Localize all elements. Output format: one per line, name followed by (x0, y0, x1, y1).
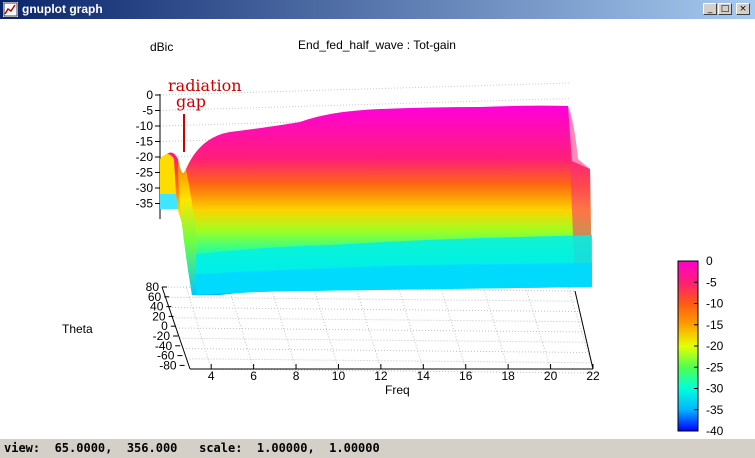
floor-grid-line (175, 327, 584, 333)
maximize-button[interactable]: □ (718, 3, 732, 15)
annotation-radiation: radiation (168, 76, 242, 95)
scale-values: 1.00000, 1.00000 (256, 441, 380, 455)
freq-tick-label: 6 (250, 369, 257, 383)
z-tick-label: -20 (136, 150, 154, 164)
theta-axis-label: Theta (62, 322, 93, 336)
scale-label: scale: (199, 441, 243, 455)
z-tick-label: 0 (146, 88, 153, 102)
colorbar-tick-label: -25 (706, 360, 724, 374)
view-label: view: (4, 441, 41, 455)
colorbar-tick-label: -5 (706, 275, 717, 289)
freq-tick-label: 12 (374, 369, 388, 383)
freq-tick-label: 8 (293, 369, 300, 383)
z-axis-label: dBic (150, 40, 173, 54)
theta-tick-label: 20 (152, 309, 166, 323)
z-tick-label: -10 (136, 119, 154, 133)
status-text: view: 65.0000, 356.000 scale: 1.00000, 1… (4, 441, 380, 455)
surface-left-lower (160, 194, 178, 209)
freq-tick-label: 10 (332, 369, 346, 383)
floor-grid-line (186, 358, 591, 364)
freq-tick-label: 14 (417, 369, 431, 383)
theta-tick-label: -60 (157, 349, 175, 363)
floor-grid-line (567, 286, 594, 370)
z-tick-label: -30 (136, 181, 154, 195)
z-tick-label: -5 (142, 104, 153, 118)
freq-tick-label: 22 (586, 369, 600, 383)
colorbar-ticks: 0 -5 -10 -15 -20 -25 -30 -35 -40 (694, 254, 724, 438)
z-tick-label: -25 (136, 166, 154, 180)
floor-grid-line (228, 286, 255, 370)
freq-axis-label: Freq (385, 383, 410, 397)
z-tick-label: -35 (136, 197, 154, 211)
floor-grid-line (165, 296, 578, 302)
floor-grid (161, 286, 594, 374)
theta-tick-label: 40 (150, 300, 164, 314)
floor-grid-line (270, 286, 297, 370)
surface-left-edge (160, 154, 176, 207)
z-tick-label: -15 (136, 135, 154, 149)
theta-tick-label: 60 (148, 290, 162, 304)
freq-tick-label: 20 (544, 369, 558, 383)
floor-grid-line (185, 286, 212, 370)
floor-grid-line (172, 317, 582, 323)
floor-frame (161, 286, 594, 370)
floor-grid-line (189, 368, 593, 374)
surface-gap-face (178, 159, 197, 295)
colorbar-tick-label: -20 (706, 339, 724, 353)
status-bar: view: 65.0000, 356.000 scale: 1.00000, 1… (0, 439, 755, 458)
floor-grid-line (397, 286, 424, 370)
freq-tick-label: 18 (501, 369, 515, 383)
floor-grid-line (440, 286, 467, 370)
theta-tick-label: -20 (153, 329, 171, 343)
colorbar-tick-label: 0 (706, 254, 713, 268)
floor-grid-line (182, 348, 589, 353)
surface-bottom-cyan (196, 263, 592, 295)
window-title: gnuplot graph (22, 2, 103, 16)
theta-tick-label: 0 (161, 319, 168, 333)
freq-tick-label: 16 (459, 369, 473, 383)
gnuplot-app-icon (3, 2, 18, 17)
floor-grid-line (355, 286, 382, 370)
floor-grid-line (482, 286, 509, 370)
freq-tick-label: 4 (208, 369, 215, 383)
colorbar-tick-label: -10 (706, 297, 724, 311)
view-values: 65.0000, 356.000 (54, 441, 178, 455)
theta-tick-label: -40 (155, 339, 173, 353)
minimize-button[interactable]: _ (703, 3, 717, 15)
colorbar-tick-label: -35 (706, 403, 724, 417)
floor-grid-line (179, 337, 587, 343)
freq-tick-labels: 4 6 8 10 12 14 16 18 20 22 (208, 364, 600, 383)
close-button[interactable]: × (736, 3, 750, 15)
colorbar-tick-label: -40 (706, 424, 724, 438)
colorbar-tick-label: -15 (706, 318, 724, 332)
annotation-gap: gap (176, 92, 206, 111)
floor-grid-line (168, 307, 580, 312)
theta-tick-label: -80 (159, 358, 177, 372)
title-bar[interactable]: gnuplot graph _ □ × (0, 0, 755, 19)
plot-canvas[interactable]: End_fed_half_wave : Tot-gain dBic (0, 19, 755, 439)
z-tick-labels: 0 -5-10 -15-20 -25-30 -35 (136, 88, 160, 211)
floor-grid-line (525, 286, 552, 370)
surface (160, 105, 592, 296)
surface-plot: End_fed_half_wave : Tot-gain dBic (62, 38, 724, 438)
plot-title: End_fed_half_wave : Tot-gain (298, 38, 456, 52)
colorbar-tick-label: -30 (706, 382, 724, 396)
theta-tick-label: 80 (146, 280, 160, 294)
floor-grid-line (312, 286, 339, 370)
